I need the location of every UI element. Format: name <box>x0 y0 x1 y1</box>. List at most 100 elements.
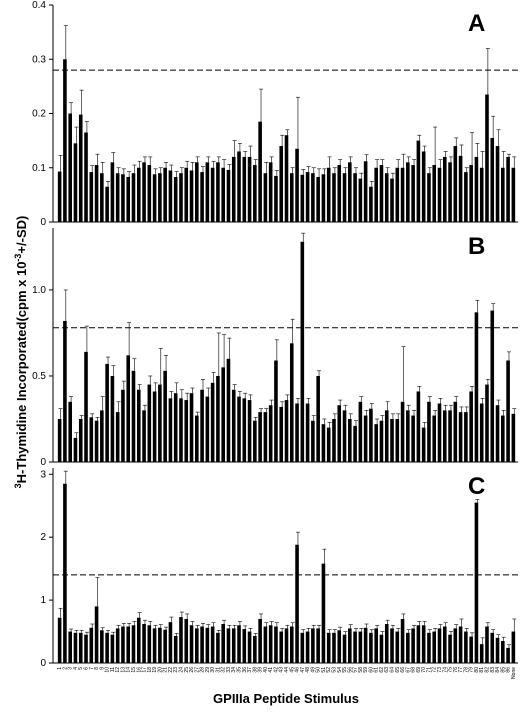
bar <box>284 135 289 222</box>
x-tick-label: 30 <box>210 667 216 673</box>
bar <box>89 417 94 462</box>
bar <box>136 617 141 663</box>
bar <box>437 628 442 663</box>
x-tick-label: 36 <box>242 667 248 673</box>
bar <box>274 626 278 663</box>
x-tick-label: None <box>511 667 517 679</box>
bar <box>94 606 99 663</box>
bar <box>374 167 378 222</box>
y-tick-label: 0.2 <box>32 109 46 120</box>
y-tick-label: 0 <box>40 658 46 669</box>
x-tick-label: 84 <box>495 667 501 673</box>
bar <box>110 375 115 462</box>
bar <box>490 310 495 462</box>
bar <box>474 502 479 663</box>
bar <box>506 156 510 222</box>
bar <box>421 625 426 663</box>
x-tick-label: 56 <box>347 667 353 673</box>
bar <box>490 632 495 663</box>
x-tick-label: 65 <box>395 667 401 673</box>
x-tick-label: 5 <box>78 667 84 670</box>
bar <box>78 632 83 663</box>
bar <box>237 396 241 462</box>
bar <box>274 175 278 222</box>
bar <box>395 631 400 663</box>
bar <box>326 167 331 222</box>
bar <box>284 400 289 462</box>
bar <box>427 401 431 462</box>
bar <box>279 631 284 663</box>
panel-label: C <box>468 473 485 500</box>
bar <box>168 398 173 462</box>
x-tick-label: 6 <box>84 667 90 670</box>
y-axis-title: 3H-Thymidine Incorporated(cpm x 10-3+/-S… <box>13 216 29 489</box>
bar <box>158 173 162 222</box>
bar <box>495 146 500 222</box>
bar <box>448 162 452 222</box>
x-tick-label: 3 <box>68 667 74 670</box>
bar <box>432 631 437 663</box>
x-tick-label: 11 <box>110 667 116 672</box>
bar <box>384 173 389 222</box>
bar <box>231 628 236 663</box>
bar <box>300 174 305 222</box>
bar <box>253 635 257 663</box>
bar <box>363 161 368 222</box>
x-tick-label: 34 <box>231 667 237 673</box>
bar <box>316 176 320 222</box>
bar <box>68 113 72 222</box>
bar <box>147 625 152 663</box>
bar <box>506 360 510 462</box>
bar <box>300 241 305 462</box>
x-tick-label: 39 <box>258 667 264 673</box>
bar <box>258 412 262 462</box>
x-tick-label: 57 <box>353 667 359 673</box>
x-tick-label: 86 <box>506 667 512 673</box>
bar <box>284 628 289 663</box>
bar <box>63 483 67 663</box>
x-tick-label: 37 <box>247 667 253 673</box>
x-tick-label: 12 <box>115 667 121 673</box>
bar <box>453 146 458 222</box>
bar <box>295 148 299 222</box>
bar <box>311 628 315 663</box>
bar <box>342 173 347 222</box>
bar <box>216 162 220 222</box>
bar <box>348 418 352 462</box>
bar <box>432 165 437 222</box>
bar <box>216 375 220 462</box>
x-tick-label: 76 <box>453 667 459 673</box>
bar <box>268 625 273 663</box>
x-tick-label: 14 <box>126 667 132 673</box>
x-tick-label: 33 <box>226 667 232 673</box>
bar <box>479 167 484 222</box>
x-tick-label: 8 <box>94 667 100 670</box>
x-tick-label: 44 <box>284 667 290 673</box>
bar <box>458 412 463 462</box>
bar <box>295 403 299 462</box>
bar <box>479 403 484 462</box>
bar <box>474 156 479 222</box>
x-tick-label: 53 <box>331 667 337 673</box>
bar <box>136 389 141 462</box>
bar <box>427 632 431 663</box>
bar <box>158 384 162 462</box>
bar <box>453 401 458 462</box>
panel-b: 0 0.5 1.0 B <box>32 228 518 468</box>
bar <box>200 389 204 462</box>
bar <box>242 629 247 663</box>
bar <box>358 401 363 462</box>
bar <box>247 156 252 222</box>
bar <box>184 618 189 663</box>
bar <box>274 360 278 462</box>
bar <box>84 132 88 222</box>
bar <box>379 420 384 462</box>
bar <box>453 628 458 663</box>
bar <box>221 367 225 462</box>
bar <box>416 391 421 462</box>
x-tick-label: 70 <box>421 667 427 673</box>
x-tick-label: 2 <box>62 667 68 670</box>
bar <box>416 625 421 663</box>
bar <box>279 146 284 222</box>
